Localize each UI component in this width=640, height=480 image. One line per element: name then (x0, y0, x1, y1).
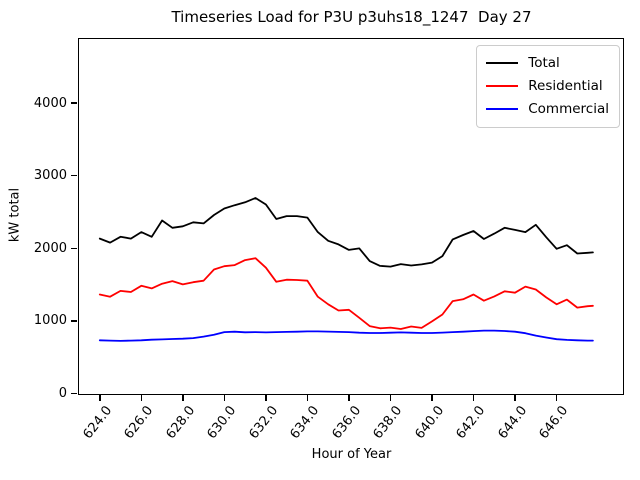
x-axis-label: Hour of Year (311, 447, 392, 462)
y-tick-label: 4000 (33, 95, 67, 111)
y-tick-label: 0 (58, 386, 67, 401)
x-tick-mark (431, 395, 433, 402)
x-tick-mark (306, 395, 309, 402)
legend-label-residential: Residential (528, 78, 603, 94)
x-tick-label: 642.0 (453, 402, 489, 442)
legend-entry-commercial: Commercial (486, 98, 609, 121)
y-axis-label: kW total (7, 187, 23, 243)
x-tick-mark (182, 395, 184, 402)
x-tick-label: 634.0 (287, 402, 323, 442)
x-tick-label: 630.0 (204, 402, 240, 442)
x-tick-label: 626.0 (121, 402, 157, 442)
x-tick-label: 636.0 (329, 402, 364, 442)
x-tick-mark (99, 395, 101, 402)
x-tick-mark (223, 395, 226, 402)
y-tick-mark (71, 320, 78, 322)
series-line-residential (98, 256, 594, 330)
x-tick-mark (140, 395, 143, 402)
legend-line-sample-commercial (486, 108, 519, 110)
legend-entry-total: Total (486, 52, 609, 75)
plot-area: 624.0 626.0 628.0 630.0 632.0 634.0 636.0 638.0… (34, 37, 624, 441)
series-line-commercial (98, 329, 594, 342)
legend-entry-residential: Residential (486, 75, 609, 98)
y-tick-mark (71, 102, 78, 104)
x-tick-label: 638.0 (370, 402, 406, 442)
x-tick-label: 624.0 (80, 402, 115, 442)
chart-title: Timeseries Load for P3U p3uhs18_1247 Day… (171, 8, 532, 26)
x-tick-mark (514, 395, 516, 402)
x-tick-mark (389, 395, 392, 402)
x-tick-label: 640.0 (412, 402, 448, 442)
x-tick-mark (265, 395, 267, 402)
y-tick-mark (71, 392, 78, 395)
x-tick-mark (348, 395, 350, 402)
series-line-total (98, 196, 594, 268)
legend: Total Residential Commercial (476, 44, 620, 128)
x-tick-label: 644.0 (495, 402, 531, 442)
legend-line-sample-residential (486, 85, 519, 87)
x-tick-mark (555, 395, 558, 402)
y-tick-mark (71, 247, 78, 250)
y-tick-label: 1000 (33, 313, 67, 329)
y-tick-label: 3000 (33, 168, 67, 184)
y-tick-mark (71, 174, 78, 177)
y-tick-label: 2000 (33, 240, 67, 256)
legend-label-commercial: Commercial (528, 101, 609, 117)
legend-line-sample-total (486, 62, 519, 64)
x-tick-label: 646.0 (536, 402, 572, 442)
chart-canvas (98, 196, 594, 342)
x-tick-mark (472, 395, 475, 402)
legend-label-total: Total (528, 55, 560, 71)
x-tick-label: 632.0 (246, 402, 281, 442)
x-tick-label: 628.0 (163, 402, 198, 442)
